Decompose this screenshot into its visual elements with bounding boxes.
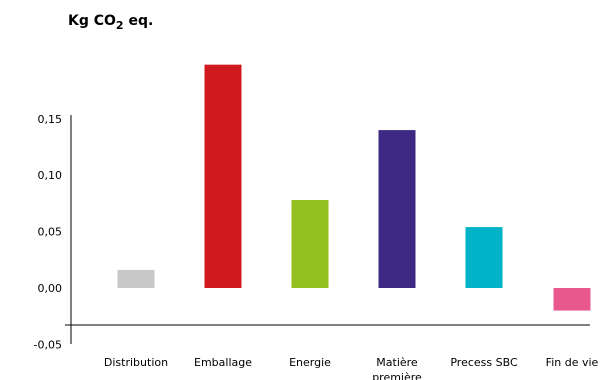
ticks-layer: -0,05 0,00 0,05 0,10 0,15 (34, 113, 62, 352)
axes-layer (65, 115, 590, 344)
bars-layer (117, 64, 591, 311)
bar-1 (117, 269, 155, 288)
x-tick-label: Distribution (104, 356, 168, 369)
x-tick-label: Precess SBC (450, 356, 518, 369)
chart-title-suffix: eq. (123, 13, 154, 29)
chart-title-prefix: Kg CO (68, 13, 116, 29)
y-tick-label: 0,15 (38, 113, 63, 126)
x-tick-label: Energie (289, 356, 331, 369)
bar-6 (553, 288, 591, 311)
x-tick-label-line2: première (372, 371, 422, 380)
bar-5 (465, 227, 503, 288)
x-tick-label: Fin de vie (546, 356, 599, 369)
y-tick-label: 0,00 (38, 282, 63, 295)
y-tick-label: 0,05 (38, 226, 63, 239)
labels-layer: Distribution Emballage Energie Matière premi… (104, 356, 599, 380)
bar-2 (204, 64, 242, 288)
x-tick-label: Emballage (194, 356, 252, 369)
bar-4 (378, 130, 416, 288)
chart-title: Kg CO2 eq. (68, 13, 154, 31)
bar-3 (291, 200, 329, 288)
y-tick-label: 0,10 (38, 169, 63, 182)
chart-title-subscript: 2 (115, 19, 124, 32)
y-tick-label: -0,05 (34, 338, 62, 351)
x-tick-label: Matière (376, 356, 418, 369)
